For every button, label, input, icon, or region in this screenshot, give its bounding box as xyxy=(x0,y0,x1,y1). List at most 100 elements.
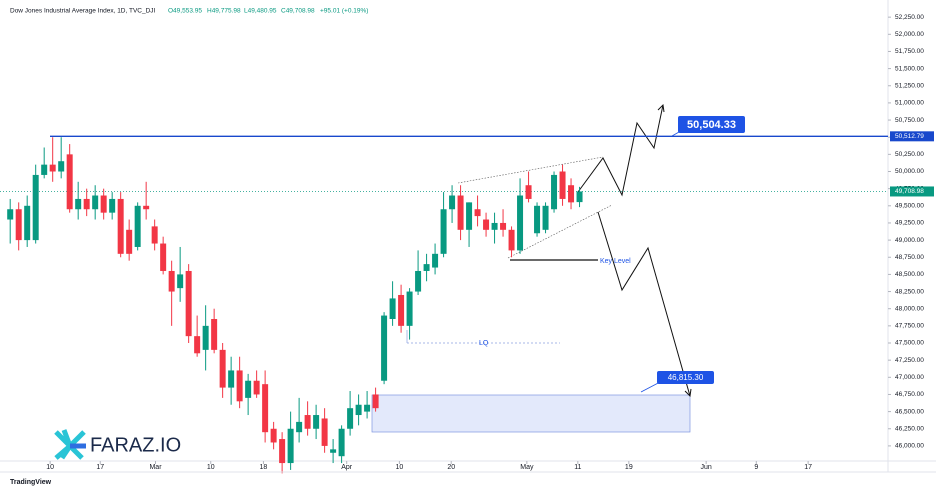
upper-target-box xyxy=(678,116,745,133)
candle-body xyxy=(423,264,430,271)
candle-body xyxy=(134,205,141,247)
candle-body xyxy=(109,198,116,213)
ohlc-change: +95.01 (+0.19%) xyxy=(320,8,368,15)
y-tick-label: 48,000.00 xyxy=(895,305,924,312)
chart-title: Dow Jones Industrial Average Index, 1D, … xyxy=(10,8,156,15)
candle-body xyxy=(355,404,362,416)
candle-body xyxy=(347,408,354,429)
candle-body xyxy=(296,421,303,433)
candle-body xyxy=(287,428,294,464)
x-tick-label: 9 xyxy=(754,464,758,471)
y-tick-label: 51,250.00 xyxy=(895,82,924,89)
candle-body xyxy=(304,415,311,429)
candle-body xyxy=(483,219,490,230)
x-tick-label: May xyxy=(520,464,534,471)
candle-body xyxy=(525,185,532,199)
price-tag-label: 49,708.98 xyxy=(895,188,924,195)
candle-body xyxy=(415,270,422,292)
candle-body xyxy=(517,195,524,251)
candle-body xyxy=(551,174,558,210)
y-tick-label: 48,250.00 xyxy=(895,288,924,295)
target-zone xyxy=(371,394,691,433)
key-level-label: Key Level xyxy=(600,258,631,265)
candle-body xyxy=(211,318,218,350)
candle-body xyxy=(270,428,277,443)
bull-path xyxy=(577,104,664,197)
lower-target-box xyxy=(657,371,714,384)
candle-body xyxy=(262,384,269,433)
candle-body xyxy=(432,253,439,268)
x-tick-label: 18 xyxy=(260,464,268,471)
candle-body xyxy=(228,370,235,388)
y-tick-label: 47,000.00 xyxy=(895,374,924,381)
logo: FARAZ.IO xyxy=(54,429,181,460)
price-tag xyxy=(890,131,934,142)
candle-body xyxy=(75,198,82,210)
candle-body xyxy=(466,202,473,230)
candle-body xyxy=(500,222,507,230)
candle-body xyxy=(381,315,388,381)
candle-body xyxy=(24,205,31,241)
bear-path xyxy=(597,211,691,397)
y-tick-label: 50,750.00 xyxy=(895,117,924,124)
candle-body xyxy=(236,370,243,402)
candle-body xyxy=(15,209,22,241)
y-tick-label: 47,500.00 xyxy=(895,340,924,347)
y-tick-label: 50,000.00 xyxy=(895,168,924,175)
brand: FARAZ.IO xyxy=(90,434,181,456)
y-tick-label: 47,750.00 xyxy=(895,323,924,330)
candle-body xyxy=(576,191,583,203)
candle-body xyxy=(457,195,464,230)
candle-body xyxy=(313,415,320,429)
candle-body xyxy=(7,209,14,220)
candle-body xyxy=(398,294,405,326)
candle-body xyxy=(542,205,549,230)
x-tick-label: 10 xyxy=(46,464,54,471)
candle-body xyxy=(58,161,65,172)
y-tick-label: 51,000.00 xyxy=(895,100,924,107)
candle-body xyxy=(559,171,566,199)
candle-body xyxy=(364,404,371,412)
candle-body xyxy=(32,174,39,241)
candle-body xyxy=(568,185,575,203)
candle-body xyxy=(202,325,209,350)
candle-body xyxy=(372,394,379,409)
lower-target: 46,815.30 xyxy=(668,373,704,382)
y-tick-label: 52,000.00 xyxy=(895,31,924,38)
y-tick-label: 46,500.00 xyxy=(895,408,924,415)
candle-body xyxy=(83,198,90,210)
ohlc-close: C49,708.98 xyxy=(281,8,315,15)
y-tick-label: 52,250.00 xyxy=(895,14,924,21)
candle-body xyxy=(389,298,396,319)
candle-body xyxy=(66,154,73,210)
wedge-lower xyxy=(507,204,613,259)
candle-body xyxy=(92,195,99,210)
y-tick-label: 50,250.00 xyxy=(895,151,924,158)
x-tick-label: Apr xyxy=(341,464,353,471)
y-tick-label: 49,000.00 xyxy=(895,237,924,244)
x-tick-label: 10 xyxy=(395,464,403,471)
candle-body xyxy=(508,229,515,251)
footer: TradingView xyxy=(10,479,52,486)
candle-body xyxy=(474,209,481,217)
price-tag xyxy=(890,186,934,197)
header: Dow Jones Industrial Average Index, 1D, … xyxy=(10,8,368,15)
x-tick-label: 10 xyxy=(207,464,215,471)
candle-body xyxy=(321,418,328,446)
y-tick-label: 46,000.00 xyxy=(895,443,924,450)
ohlc-high: H49,775.98 xyxy=(207,8,241,15)
x-tick-label: 17 xyxy=(804,464,812,471)
candle-body xyxy=(49,164,56,172)
candle-body xyxy=(219,349,226,388)
bear-arrow xyxy=(684,388,692,398)
y-tick-label: 48,500.00 xyxy=(895,271,924,278)
candle-body xyxy=(253,380,260,395)
candle-body xyxy=(117,198,124,254)
candle-body xyxy=(160,243,167,271)
x-tick-label: 19 xyxy=(625,464,633,471)
candle-body xyxy=(245,380,252,398)
wedge-upper xyxy=(457,156,604,184)
candle-body xyxy=(440,209,447,254)
upper-target: 50,504.33 xyxy=(687,119,736,131)
candle-body xyxy=(126,229,133,254)
